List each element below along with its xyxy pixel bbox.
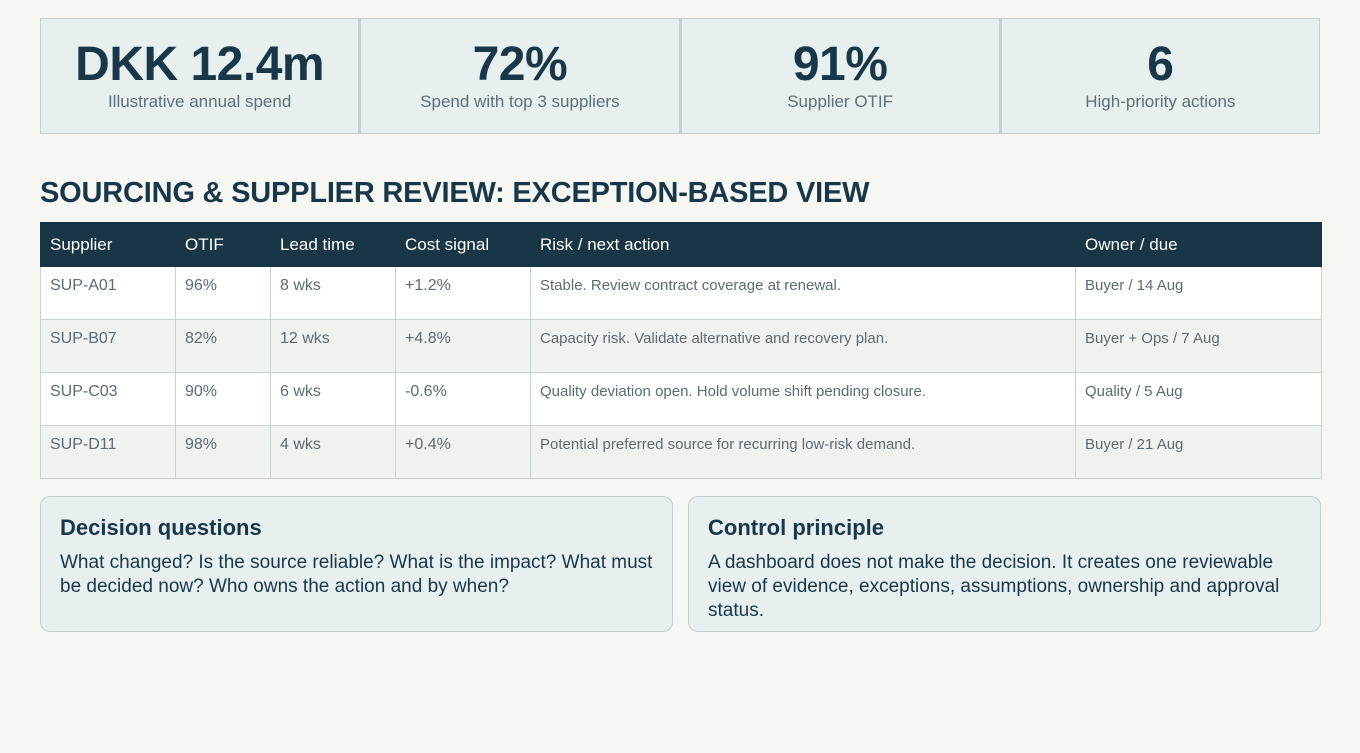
cell-owner-due: Buyer / 14 Aug — [1075, 266, 1322, 320]
section-title: SOURCING & SUPPLIER REVIEW: EXCEPTION-BA… — [40, 177, 870, 209]
column-header-risk-action: Risk / next action — [530, 222, 1076, 267]
kpi-value: 6 — [1147, 38, 1174, 91]
cell-risk-action: Quality deviation open. Hold volume shif… — [530, 372, 1076, 426]
column-header-owner-due: Owner / due — [1075, 222, 1322, 267]
cell-cost-signal: +4.8% — [395, 319, 531, 373]
cell-cost-signal: -0.6% — [395, 372, 531, 426]
kpi-high-priority-actions: 6 High-priority actions — [999, 18, 1320, 134]
cell-risk-action: Capacity risk. Validate alternative and … — [530, 319, 1076, 373]
cell-owner-due: Buyer + Ops / 7 Aug — [1075, 319, 1322, 373]
cell-lead-time: 6 wks — [270, 372, 396, 426]
cell-lead-time: 4 wks — [270, 425, 396, 479]
cell-supplier: SUP-C03 — [40, 372, 176, 426]
kpi-top3-spend: 72% Spend with top 3 suppliers — [359, 18, 680, 134]
info-cards: Decision questions What changed? Is the … — [40, 496, 1321, 632]
cell-supplier: SUP-A01 — [40, 266, 176, 320]
cell-supplier: SUP-B07 — [40, 319, 176, 373]
cell-otif: 90% — [175, 372, 271, 426]
table-row: SUP-A01 96% 8 wks +1.2% Stable. Review c… — [40, 266, 1322, 320]
card-title: Control principle — [708, 515, 884, 540]
cell-otif: 98% — [175, 425, 271, 479]
cell-owner-due: Quality / 5 Aug — [1075, 372, 1322, 426]
table-row: SUP-B07 82% 12 wks +4.8% Capacity risk. … — [40, 319, 1322, 373]
control-principle-card: Control principle A dashboard does not m… — [688, 496, 1321, 632]
table-row: SUP-C03 90% 6 wks -0.6% Quality deviatio… — [40, 372, 1322, 426]
kpi-value: 91% — [792, 38, 888, 91]
cell-risk-action: Stable. Review contract coverage at rene… — [530, 266, 1076, 320]
column-header-cost-signal: Cost signal — [395, 222, 531, 267]
column-header-otif: OTIF — [175, 222, 271, 267]
kpi-label: Supplier OTIF — [787, 92, 894, 111]
table-header-row: Supplier OTIF Lead time Cost signal Risk… — [40, 222, 1322, 267]
cell-lead-time: 12 wks — [270, 319, 396, 373]
card-body: What changed? Is the source reliable? Wh… — [60, 552, 653, 597]
kpi-supplier-otif: 91% Supplier OTIF — [679, 18, 1000, 134]
cell-lead-time: 8 wks — [270, 266, 396, 320]
kpi-strip: DKK 12.4m Illustrative annual spend 72% … — [40, 18, 1320, 134]
cell-owner-due: Buyer / 21 Aug — [1075, 425, 1322, 479]
kpi-annual-spend: DKK 12.4m Illustrative annual spend — [40, 18, 360, 134]
kpi-value: DKK 12.4m — [75, 38, 325, 91]
card-title: Decision questions — [60, 515, 262, 540]
supplier-review-table: Supplier OTIF Lead time Cost signal Risk… — [40, 222, 1322, 479]
card-body: A dashboard does not make the decision. … — [708, 552, 1280, 621]
column-header-lead-time: Lead time — [270, 222, 396, 267]
kpi-value: 72% — [472, 38, 568, 91]
decision-questions-card: Decision questions What changed? Is the … — [40, 496, 673, 632]
kpi-label: Illustrative annual spend — [107, 92, 292, 111]
cell-otif: 82% — [175, 319, 271, 373]
table-row: SUP-D11 98% 4 wks +0.4% Potential prefer… — [40, 425, 1322, 479]
cell-risk-action: Potential preferred source for recurring… — [530, 425, 1076, 479]
column-header-supplier: Supplier — [40, 222, 176, 267]
kpi-label: High-priority actions — [1085, 92, 1236, 111]
cell-supplier: SUP-D11 — [40, 425, 176, 479]
cell-cost-signal: +1.2% — [395, 266, 531, 320]
cell-otif: 96% — [175, 266, 271, 320]
kpi-label: Spend with top 3 suppliers — [420, 92, 620, 111]
cell-cost-signal: +0.4% — [395, 425, 531, 479]
